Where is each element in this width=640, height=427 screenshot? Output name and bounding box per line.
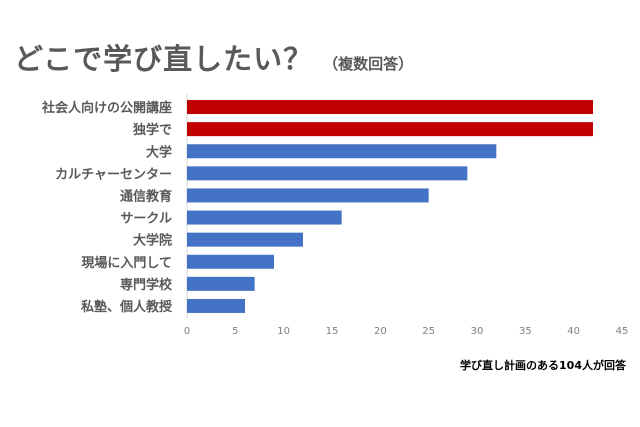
x-tick-label: 15	[326, 326, 339, 337]
category-label: 通信教育	[120, 188, 172, 204]
chart-title-block: どこで学び直したい？ （複数回答）	[14, 36, 413, 78]
bar-4	[187, 166, 468, 181]
chart-title: どこで学び直したい？	[14, 42, 314, 76]
category-label: 大学	[146, 144, 172, 160]
respondent-note: 学び直し計画のある104人が回答	[460, 359, 626, 372]
bar-1	[187, 100, 593, 115]
x-tick-label: 40	[567, 326, 580, 337]
x-tick-label: 25	[422, 326, 435, 337]
bar-3	[187, 144, 497, 159]
x-tick-label: 35	[519, 326, 532, 337]
category-label: 独学で	[133, 122, 172, 138]
bar-10	[187, 298, 245, 313]
x-tick-label: 30	[471, 326, 484, 337]
x-tick-label: 0	[184, 326, 190, 337]
bar-5	[187, 188, 429, 203]
x-tick-label: 45	[616, 326, 629, 337]
x-tick-label: 10	[277, 326, 290, 337]
category-label: カルチャーセンター	[55, 167, 172, 182]
category-label: サークル	[120, 212, 172, 227]
x-tick-label: 5	[232, 326, 238, 337]
category-label: 私塾、個人教授	[81, 299, 173, 315]
bar-2	[187, 122, 593, 137]
bar-9	[187, 276, 255, 291]
bar-7	[187, 232, 303, 247]
category-label: 専門学校	[120, 277, 173, 293]
chart-subtitle: （複数回答）	[323, 55, 414, 73]
x-tick-label: 20	[374, 326, 387, 337]
bar-6	[187, 210, 342, 225]
category-label: 現場に入門して	[81, 255, 172, 271]
category-label: 大学院	[133, 233, 172, 249]
bar-8	[187, 254, 274, 269]
category-label: 社会人向けの公開講座	[41, 100, 172, 116]
